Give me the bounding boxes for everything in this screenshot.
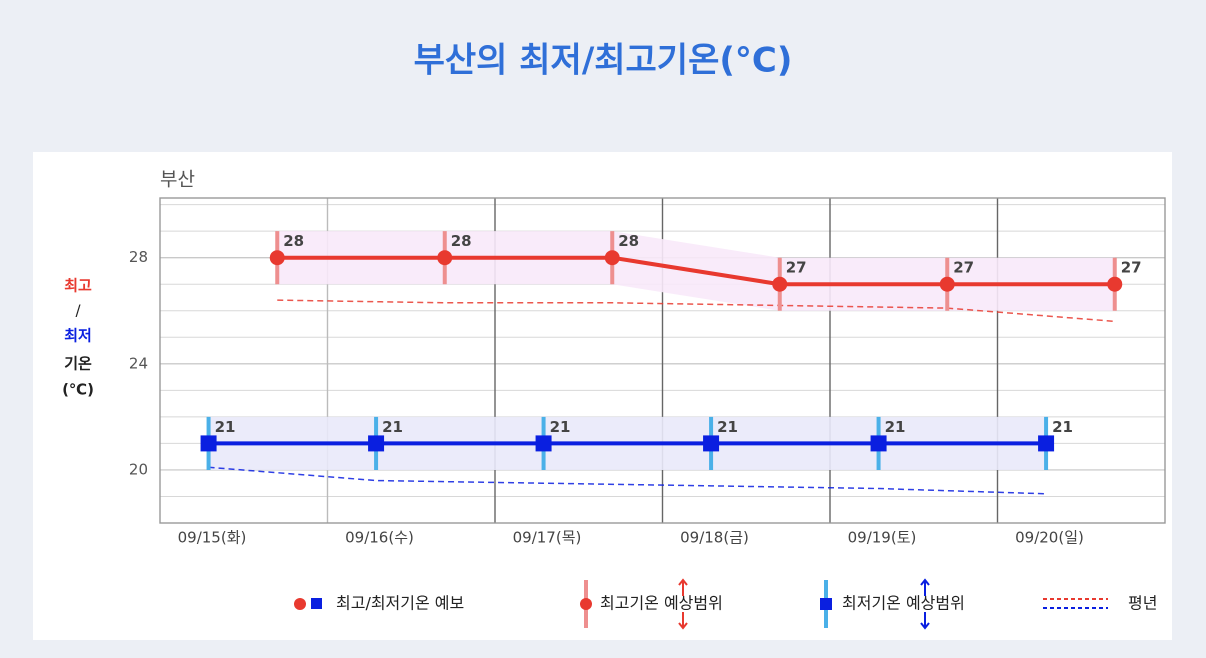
legend-symbol	[580, 598, 592, 610]
legend-label: 최고기온 예상범위	[600, 594, 723, 613]
legend-label: 평년	[1128, 594, 1157, 613]
legend-symbol	[678, 578, 688, 630]
data-label: 27	[786, 259, 807, 277]
y-label-part: 기온	[64, 355, 92, 373]
plot: 20 24 28 09/15(화) 09/16(수) 09/17(목) 09/18(금) 09…	[129, 197, 1166, 547]
legend: 최고/최저기온 예보 최고기온 예상범위 최저기온 예상범위 평년	[294, 578, 1157, 630]
y-label-part: 최저	[64, 327, 92, 345]
chart-panel	[33, 152, 1172, 640]
x-tick-label: 09/16(수)	[345, 529, 414, 547]
legend-label: 최저기온 예상범위	[842, 594, 965, 613]
data-label: 21	[885, 418, 906, 436]
data-label: 28	[451, 232, 472, 250]
marker	[939, 276, 955, 292]
page-title: 부산의 최저/최고기온(°C)	[414, 41, 793, 81]
y-tick-label: 20	[129, 460, 148, 478]
y-label-part: 최고	[64, 277, 92, 295]
plot-frame	[159, 197, 1166, 524]
chart-subtitle: 부산	[160, 169, 195, 191]
marker	[1107, 276, 1123, 292]
x-tick-label: 09/15(화)	[178, 529, 247, 547]
marker	[535, 435, 552, 452]
x-tick-label: 09/17(목)	[513, 529, 582, 547]
legend-symbol	[311, 598, 322, 609]
legend-symbol	[820, 598, 832, 610]
data-label: 21	[717, 418, 738, 436]
data-label: 27	[1121, 259, 1142, 277]
y-tick-label: 28	[129, 248, 148, 266]
marker	[269, 250, 285, 266]
series-line	[277, 255, 1115, 287]
x-tick-label: 09/20(일)	[1015, 529, 1084, 547]
legend-label: 최고/최저기온 예보	[336, 594, 464, 613]
marker	[1038, 435, 1055, 452]
data-label: 21	[215, 418, 236, 436]
data-label: 27	[953, 259, 974, 277]
legend-symbol	[294, 598, 306, 610]
marker	[368, 435, 385, 452]
x-tick-label: 09/19(토)	[848, 529, 917, 547]
marker	[870, 435, 887, 452]
x-tick-label: 09/18(금)	[680, 529, 749, 547]
data-label: 21	[1052, 418, 1073, 436]
marker	[200, 435, 217, 452]
marker	[772, 276, 788, 292]
marker	[703, 435, 720, 452]
marker	[604, 250, 620, 266]
y-label-part: /	[75, 302, 81, 320]
data-label: 28	[618, 232, 639, 250]
y-label-part: (℃)	[62, 381, 94, 399]
data-label: 28	[283, 232, 304, 250]
data-label: 21	[550, 418, 571, 436]
legend-symbol	[920, 578, 930, 630]
y-axis-label: 최고 / 최저 기온 (℃)	[62, 277, 94, 399]
marker	[437, 250, 453, 266]
data-label: 21	[382, 418, 403, 436]
y-tick-label: 24	[129, 354, 148, 372]
normal-line	[208, 466, 1047, 495]
